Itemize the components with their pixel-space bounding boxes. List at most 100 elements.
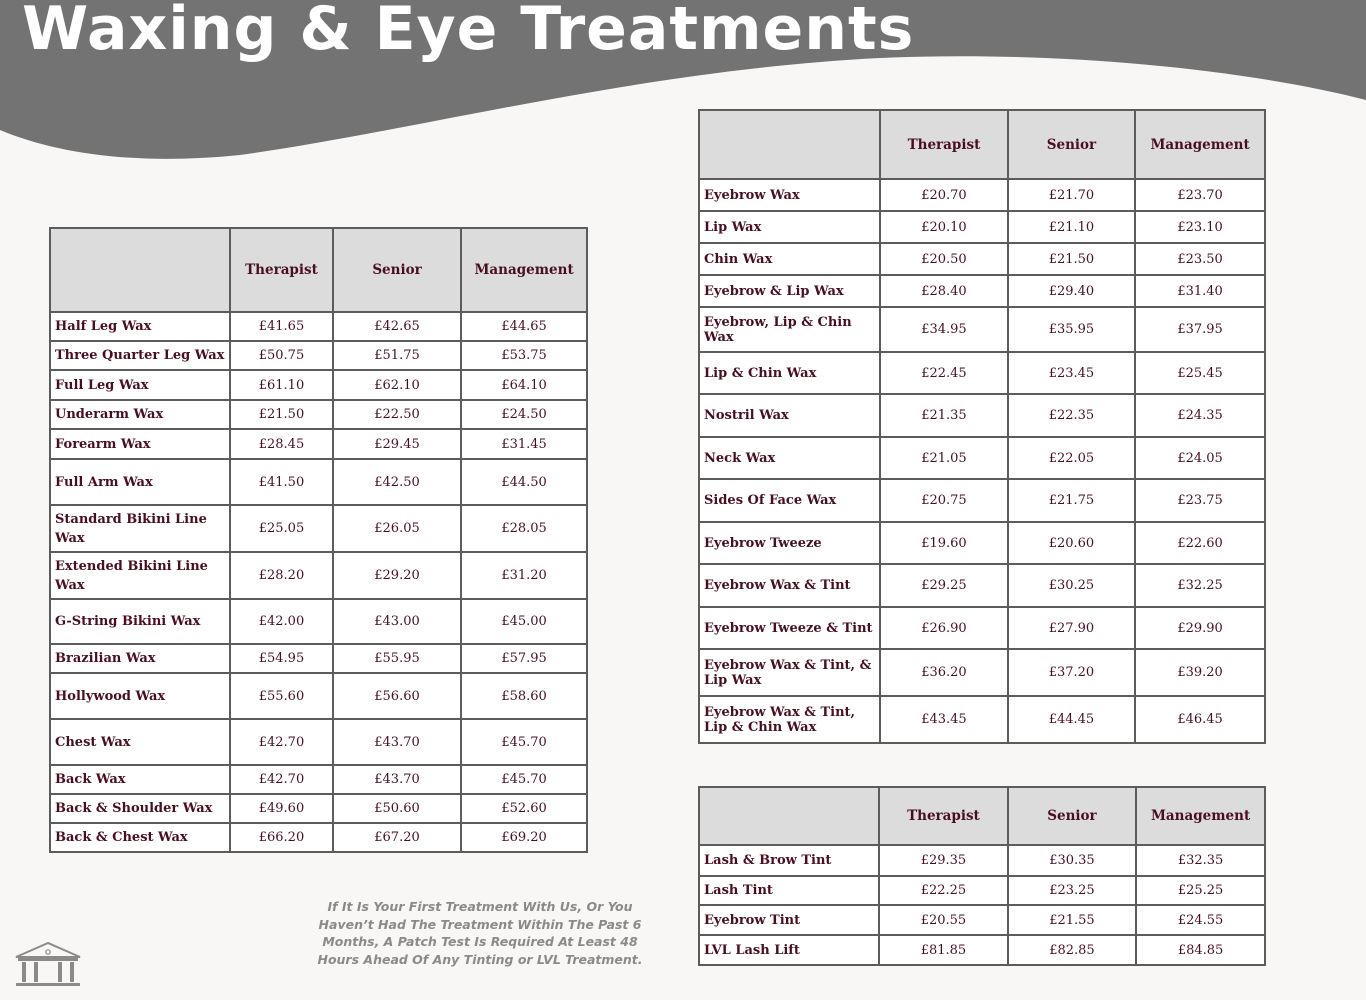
tint-price-table: Therapist Senior Management Lash & Brow … — [697, 786, 1266, 966]
senior-price-cell: £43.00 — [331, 598, 463, 645]
header-senior: Senior — [331, 227, 463, 313]
service-name-cell: Eyebrow Wax & Tint, Lip & Chin Wax — [697, 695, 882, 744]
management-price-cell: £23.10 — [1134, 210, 1266, 244]
service-name-cell: Eyebrow Tweeze — [697, 521, 882, 565]
management-price-cell: £53.75 — [460, 340, 588, 371]
senior-price-cell: £21.75 — [1006, 478, 1137, 523]
therapist-price-cell: £28.20 — [229, 551, 334, 600]
senior-price-cell: £29.20 — [331, 551, 463, 600]
table-row: Lash Tint £22.25 £23.25 £25.25 — [697, 875, 1266, 906]
therapist-price-cell: £61.10 — [229, 369, 334, 401]
management-price-cell: £25.25 — [1135, 875, 1266, 906]
table-row: Eyebrow & Lip Wax £28.40 £29.40 £31.40 — [697, 274, 1266, 308]
service-name-cell: Neck Wax — [697, 436, 882, 480]
senior-price-cell: £29.45 — [331, 428, 463, 460]
table-header-row: Therapist Senior Management — [697, 786, 1266, 846]
service-name-cell: Standard Bikini Line Wax — [48, 504, 232, 553]
senior-price-cell: £29.40 — [1006, 274, 1137, 308]
therapist-price-cell: £29.35 — [878, 844, 1009, 877]
service-name-cell: Eyebrow, Lip & Chin Wax — [697, 306, 882, 353]
table-row: Chest Wax £42.70 £43.70 £45.70 — [48, 718, 588, 766]
management-price-cell: £24.50 — [460, 399, 588, 430]
senior-price-cell: £67.20 — [331, 822, 463, 853]
service-name-cell: Extended Bikini Line Wax — [48, 551, 232, 600]
senior-price-cell: £26.05 — [331, 504, 463, 553]
senior-price-cell: £23.45 — [1006, 351, 1137, 395]
table-row: Three Quarter Leg Wax £50.75 £51.75 £53.75 — [48, 340, 588, 371]
management-price-cell: £32.25 — [1134, 563, 1266, 608]
management-price-cell: £29.90 — [1134, 606, 1266, 650]
service-name-cell: Hollywood Wax — [48, 672, 232, 720]
therapist-price-cell: £21.05 — [879, 436, 1009, 480]
management-price-cell: £24.55 — [1135, 904, 1266, 936]
therapist-price-cell: £20.55 — [878, 904, 1009, 936]
management-price-cell: £57.95 — [460, 643, 588, 674]
therapist-price-cell: £66.20 — [229, 822, 334, 853]
management-price-cell: £46.45 — [1134, 695, 1266, 744]
table-row: Eyebrow Tweeze £19.60 £20.60 £22.60 — [697, 521, 1266, 565]
senior-price-cell: £21.50 — [1006, 242, 1137, 276]
header-blank-cell — [697, 109, 882, 180]
management-price-cell: £52.60 — [460, 793, 588, 824]
service-name-cell: Back Wax — [48, 764, 232, 795]
header-blank-cell — [48, 227, 232, 313]
management-price-cell: £24.05 — [1134, 436, 1266, 480]
service-name-cell: Chest Wax — [48, 718, 232, 766]
table-row: Standard Bikini Line Wax £25.05 £26.05 £28.… — [48, 504, 588, 553]
management-price-cell: £23.75 — [1134, 478, 1266, 523]
senior-price-cell: £43.70 — [331, 764, 463, 795]
service-name-cell: Full Arm Wax — [48, 458, 232, 506]
management-price-cell: £58.60 — [460, 672, 588, 720]
table-row: Sides Of Face Wax £20.75 £21.75 £23.75 — [697, 478, 1266, 523]
table-row: Full Leg Wax £61.10 £62.10 £64.10 — [48, 369, 588, 401]
therapist-price-cell: £34.95 — [879, 306, 1009, 353]
table-row: Eyebrow Wax & Tint, Lip & Chin Wax £43.45… — [697, 695, 1266, 744]
senior-price-cell: £35.95 — [1006, 306, 1137, 353]
table-row: Eyebrow Tint £20.55 £21.55 £24.55 — [697, 904, 1266, 936]
therapist-price-cell: £28.45 — [229, 428, 334, 460]
therapist-price-cell: £20.70 — [879, 178, 1009, 212]
management-price-cell: £45.70 — [460, 764, 588, 795]
table-row: Back & Chest Wax £66.20 £67.20 £69.20 — [48, 822, 588, 853]
senior-price-cell: £55.95 — [331, 643, 463, 674]
service-name-cell: Underarm Wax — [48, 399, 232, 430]
therapist-price-cell: £20.75 — [879, 478, 1009, 523]
table-row: Underarm Wax £21.50 £22.50 £24.50 — [48, 399, 588, 430]
header-therapist: Therapist — [229, 227, 334, 313]
management-price-cell: £39.20 — [1134, 648, 1266, 697]
management-price-cell: £28.05 — [460, 504, 588, 553]
therapist-price-cell: £28.40 — [879, 274, 1009, 308]
page-title: Waxing & Eye Treatments — [22, 0, 915, 64]
management-price-cell: £44.65 — [460, 311, 588, 342]
senior-price-cell: £30.25 — [1006, 563, 1137, 608]
management-price-cell: £31.45 — [460, 428, 588, 460]
table-row: Lip Wax £20.10 £21.10 £23.10 — [697, 210, 1266, 244]
table-row: Back Wax £42.70 £43.70 £45.70 — [48, 764, 588, 795]
service-name-cell: Full Leg Wax — [48, 369, 232, 401]
senior-price-cell: £50.60 — [331, 793, 463, 824]
service-name-cell: Nostril Wax — [697, 393, 882, 438]
table-row: Back & Shoulder Wax £49.60 £50.60 £52.60 — [48, 793, 588, 824]
table-row: Eyebrow Tweeze & Tint £26.90 £27.90 £29.90 — [697, 606, 1266, 650]
table-row: Forearm Wax £28.45 £29.45 £31.45 — [48, 428, 588, 460]
table-header-row: Therapist Senior Management — [697, 109, 1266, 180]
banner-wave — [0, 0, 1366, 159]
management-price-cell: £31.40 — [1134, 274, 1266, 308]
senior-price-cell: £51.75 — [331, 340, 463, 371]
table-row: Eyebrow Wax & Tint, & Lip Wax £36.20 £37.2… — [697, 648, 1266, 697]
therapist-price-cell: £54.95 — [229, 643, 334, 674]
therapist-price-cell: £49.60 — [229, 793, 334, 824]
therapist-price-cell: £22.25 — [878, 875, 1009, 906]
senior-price-cell: £30.35 — [1006, 844, 1138, 877]
service-name-cell: Eyebrow Wax — [697, 178, 882, 212]
table-row: Hollywood Wax £55.60 £56.60 £58.60 — [48, 672, 588, 720]
senior-price-cell: £22.50 — [331, 399, 463, 430]
service-name-cell: Sides Of Face Wax — [697, 478, 882, 523]
senior-price-cell: £21.10 — [1006, 210, 1137, 244]
senior-price-cell: £62.10 — [331, 369, 463, 401]
management-price-cell: £23.70 — [1134, 178, 1266, 212]
therapist-price-cell: £21.50 — [229, 399, 334, 430]
table-row: G-String Bikini Wax £42.00 £43.00 £45.00 — [48, 598, 588, 645]
senior-price-cell: £27.90 — [1006, 606, 1137, 650]
management-price-cell: £37.95 — [1134, 306, 1266, 353]
